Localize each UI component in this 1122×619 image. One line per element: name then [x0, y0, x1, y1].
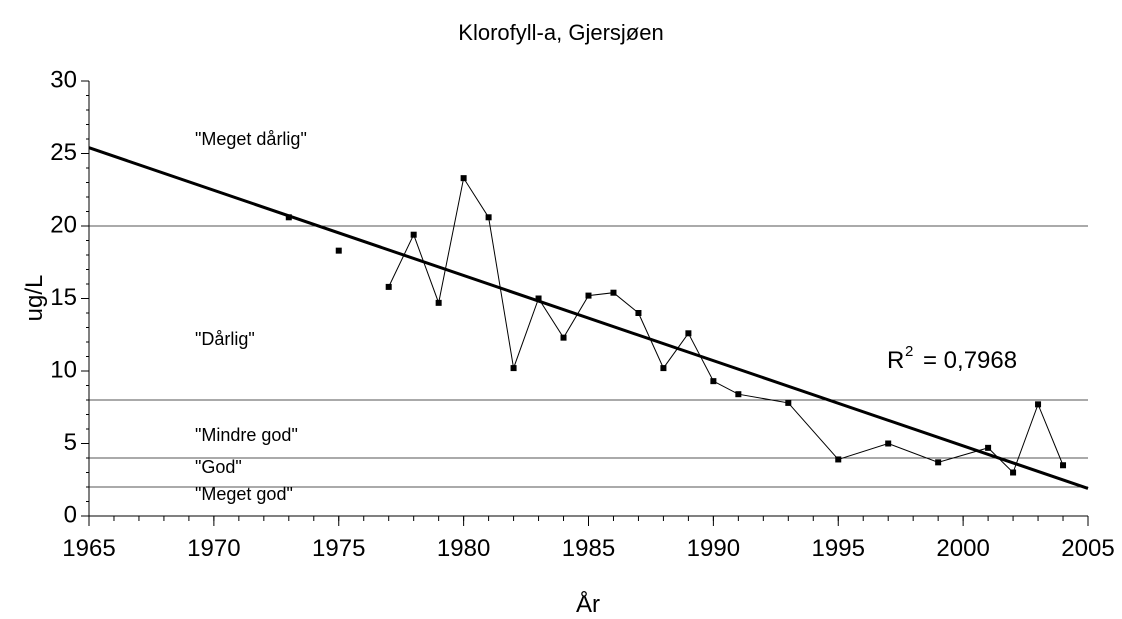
class-label: "Meget dårlig"	[195, 129, 307, 149]
data-point	[610, 289, 617, 296]
data-point	[535, 295, 542, 302]
data-point	[1035, 401, 1042, 408]
class-label: "Meget god"	[195, 484, 293, 504]
x-axis-label: År	[576, 590, 600, 618]
data-point	[585, 292, 592, 299]
data-point	[885, 440, 892, 447]
y-axis-label: ug/L	[21, 275, 48, 322]
r-squared-value: = 0,7968	[923, 347, 1017, 374]
data-point	[835, 456, 842, 463]
x-tick-label: 2005	[1061, 535, 1114, 562]
x-tick-label: 1970	[187, 535, 240, 562]
x-tick-label: 1985	[562, 535, 615, 562]
data-point	[335, 247, 342, 254]
data-point	[685, 330, 692, 337]
x-tick-label: 2000	[936, 535, 989, 562]
x-tick-label: 1990	[687, 535, 740, 562]
r-squared-base: R	[887, 347, 904, 374]
data-point	[635, 310, 642, 316]
y-tick-label: 5	[64, 429, 77, 456]
y-tick-label: 0	[64, 501, 77, 528]
x-tick-label: 1995	[812, 535, 865, 562]
data-point	[710, 378, 717, 385]
data-point	[935, 459, 942, 466]
r-squared: R 2 = 0,7968	[887, 343, 1017, 374]
y-tick-label: 20	[50, 211, 77, 238]
x-tick-label: 1975	[312, 535, 365, 562]
x-tick-label: 1965	[62, 535, 115, 562]
class-label: "Mindre god"	[195, 425, 298, 445]
y-tick-label: 15	[50, 284, 77, 311]
trendline	[88, 146, 1089, 490]
data-point	[1010, 469, 1017, 476]
data-point	[1060, 462, 1067, 469]
x-tick-label: 1980	[437, 535, 490, 562]
class-label: "God"	[195, 457, 242, 477]
data-point	[460, 175, 467, 182]
data-point	[560, 334, 567, 341]
data-point	[785, 399, 792, 406]
y-tick-label: 25	[50, 139, 77, 166]
data-point	[510, 365, 517, 372]
y-tick-label: 10	[50, 356, 77, 383]
data-point	[385, 283, 392, 290]
data-point	[410, 231, 417, 238]
r-squared-sup: 2	[905, 343, 913, 360]
y-tick-label: 30	[50, 66, 77, 93]
class-label: "Dårlig"	[195, 329, 255, 349]
data-point	[985, 444, 992, 451]
data-point	[435, 299, 442, 306]
data-point	[660, 365, 667, 372]
data-line	[388, 176, 1064, 474]
chart-title: Klorofyll-a, Gjersjøen	[458, 20, 663, 45]
data-point	[735, 391, 742, 398]
data-point	[485, 214, 492, 221]
